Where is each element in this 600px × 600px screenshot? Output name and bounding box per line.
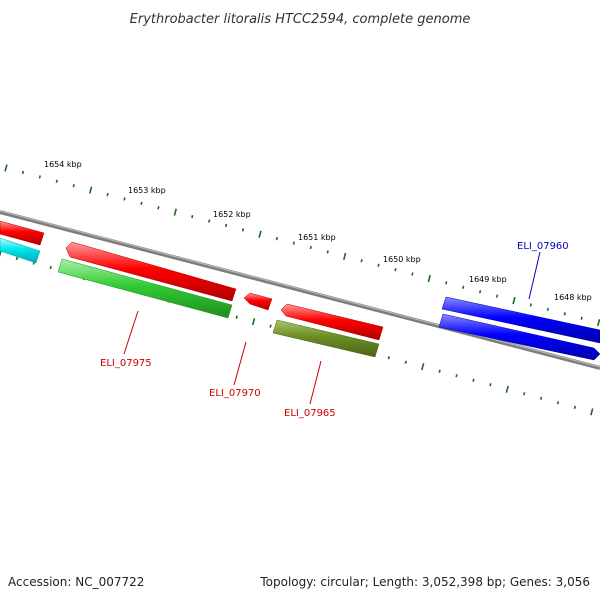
genes (0, 220, 600, 361)
leader-eli-07965 (309, 360, 322, 405)
inner-tick-35 (590, 408, 594, 416)
outer-tick-34 (580, 316, 583, 320)
outer-tick-4 (72, 184, 75, 188)
outer-tick-10 (173, 208, 177, 216)
scale-label-1651: 1651 kbp (298, 233, 336, 242)
inner-tick-28 (472, 378, 475, 382)
outer-tick-28 (478, 290, 482, 294)
gene-label-eli-07965[interactable]: ELI_07965 (284, 408, 336, 419)
outer-tick-3 (55, 179, 58, 183)
inner-tick-23 (387, 356, 391, 360)
outer-tick-31 (529, 303, 533, 307)
gene-eli-07960[interactable] (441, 296, 600, 344)
gene-eli-07970[interactable] (243, 292, 273, 311)
outer-tick-16 (275, 236, 279, 241)
inner-tick-3 (49, 265, 52, 270)
outer-tick-8 (140, 201, 143, 205)
outer-tick-13 (225, 223, 228, 228)
outer-tick-0 (4, 164, 8, 172)
gene-labels: ELI_07975 ELI_07970 ELI_07965 ELI_07960 (100, 241, 569, 419)
outer-tick-23 (394, 268, 397, 272)
gene-red-medium[interactable] (280, 303, 384, 341)
outer-tick-30 (512, 296, 516, 305)
inner-tick-15 (251, 318, 256, 326)
outer-tick-35 (597, 319, 600, 327)
outer-tick-17 (292, 241, 295, 245)
outer-tick-11 (191, 215, 194, 219)
outer-tick-6 (106, 192, 109, 197)
map-title: Erythrobacter litoralis HTCC2594, comple… (130, 12, 471, 27)
inner-tick-25 (421, 363, 425, 371)
leader-eli-07960 (528, 251, 541, 300)
outer-tick-21 (360, 259, 363, 263)
gene-cyan-partial[interactable] (0, 237, 41, 264)
inner-tick-31 (523, 392, 526, 396)
inner-tick-33 (556, 401, 560, 405)
inner-tick-1 (15, 256, 19, 261)
outer-tick-14 (241, 228, 245, 232)
outer-tick-18 (309, 245, 312, 250)
genome-backbone-highlight (0, 210, 600, 368)
outer-tick-26 (445, 281, 448, 285)
gene-label-eli-07960[interactable]: ELI_07960 (517, 241, 569, 252)
outer-tick-12 (208, 219, 211, 223)
inner-tick-26 (438, 369, 441, 373)
leader-eli-07975 (123, 310, 139, 355)
scale-label-1648: 1648 kbp (554, 293, 592, 302)
leader-eli-07970 (233, 341, 247, 386)
outer-tick-25 (427, 274, 431, 283)
outer-tick-24 (411, 272, 414, 276)
inner-tick-34 (573, 405, 577, 410)
inner-tick-0 (0, 250, 2, 258)
outer-tick-33 (563, 312, 566, 316)
gene-red-long[interactable] (65, 241, 237, 302)
inner-tick-29 (489, 383, 492, 387)
outer-tick-29 (495, 294, 499, 298)
genome-backbone (0, 210, 600, 370)
gene-eli-07975[interactable] (57, 258, 233, 319)
gene-blue-second[interactable] (438, 313, 600, 361)
gene-eli-07965[interactable] (272, 319, 380, 358)
inner-tick-32 (539, 396, 543, 400)
outer-tick-27 (462, 285, 465, 290)
inner-tick-14 (235, 315, 238, 319)
scale-label-1654: 1654 kbp (44, 160, 82, 169)
outer-tick-9 (157, 206, 160, 210)
scale-labels: 1654 kbp 1653 kbp 1652 kbp 1651 kbp 1650… (44, 160, 592, 302)
gene-red-partial[interactable] (0, 220, 45, 246)
scale-label-1652: 1652 kbp (213, 210, 251, 219)
outer-tick-32 (546, 307, 549, 311)
scale-label-1653: 1653 kbp (128, 186, 166, 195)
inner-tick-16 (269, 324, 272, 328)
outer-tick-20 (343, 252, 347, 260)
outer-tick-22 (377, 263, 380, 267)
gene-label-eli-07970[interactable]: ELI_07970 (209, 388, 261, 399)
outer-tick-7 (123, 197, 126, 201)
outer-tick-5 (89, 186, 93, 194)
label-leaders (123, 251, 541, 405)
outer-tick-2 (38, 175, 41, 179)
outer-tick-15 (258, 230, 262, 238)
inner-tick-24 (404, 360, 407, 364)
outer-tick-1 (21, 170, 25, 175)
genome-summary-text: Topology: circular; Length: 3,052,398 bp… (259, 575, 590, 589)
outer-scale-ticks (4, 164, 600, 327)
inner-tick-27 (455, 374, 458, 378)
outer-tick-19 (326, 250, 329, 254)
scale-label-1649: 1649 kbp (469, 275, 507, 284)
gene-label-eli-07975[interactable]: ELI_07975 (100, 358, 152, 369)
scale-label-1650: 1650 kbp (383, 255, 421, 264)
accession-text: Accession: NC_007722 (8, 575, 144, 589)
inner-tick-30 (505, 385, 509, 393)
